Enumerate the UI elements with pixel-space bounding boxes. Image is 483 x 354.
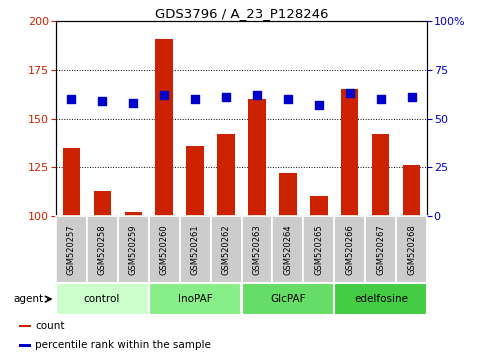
Bar [334,283,427,315]
Text: edelfosine: edelfosine [354,294,408,304]
Bar [156,39,172,216]
Point [222,94,230,100]
Bar [56,283,149,315]
Text: GSM520265: GSM520265 [314,224,324,275]
Text: GSM520267: GSM520267 [376,224,385,275]
Bar [280,173,297,216]
Point [284,96,292,102]
Text: InoPAF: InoPAF [178,294,213,304]
Bar [242,216,272,283]
Bar [217,134,235,216]
Bar [397,216,427,283]
Text: GSM520258: GSM520258 [98,224,107,275]
Bar [149,216,180,283]
Text: GSM520266: GSM520266 [345,224,355,275]
Point [408,94,416,100]
Bar [56,216,86,283]
Bar [186,146,203,216]
Bar [403,165,421,216]
Text: percentile rank within the sample: percentile rank within the sample [35,341,211,350]
Title: GDS3796 / A_23_P128246: GDS3796 / A_23_P128246 [155,7,328,20]
Text: GSM520268: GSM520268 [408,224,416,275]
Text: GSM520262: GSM520262 [222,224,230,275]
Point [129,100,137,106]
Point [191,96,199,102]
Text: GSM520259: GSM520259 [128,224,138,275]
Point [346,90,354,96]
Bar [180,216,211,283]
Text: GSM520261: GSM520261 [190,224,199,275]
Bar [366,216,397,283]
Bar [125,212,142,216]
Bar [211,216,242,283]
Bar [303,216,334,283]
Bar [117,216,149,283]
Point [253,92,261,98]
Text: GSM520264: GSM520264 [284,224,293,275]
Bar [149,283,242,315]
Bar [242,283,334,315]
Text: GSM520263: GSM520263 [253,224,261,275]
Bar [372,134,389,216]
Point [315,102,323,108]
Bar [94,190,111,216]
Bar [19,344,30,347]
Point [67,96,75,102]
Point [377,96,385,102]
Bar [86,216,117,283]
Bar [272,216,303,283]
Point [98,98,106,104]
Point [160,92,168,98]
Text: GSM520257: GSM520257 [67,224,75,275]
Text: agent: agent [13,294,43,304]
Bar [248,99,266,216]
Bar [19,325,30,327]
Text: control: control [84,294,120,304]
Bar [341,89,358,216]
Bar [334,216,366,283]
Text: count: count [35,321,65,331]
Text: GlcPAF: GlcPAF [270,294,306,304]
Text: GSM520260: GSM520260 [159,224,169,275]
Bar [311,196,327,216]
Bar [62,148,80,216]
